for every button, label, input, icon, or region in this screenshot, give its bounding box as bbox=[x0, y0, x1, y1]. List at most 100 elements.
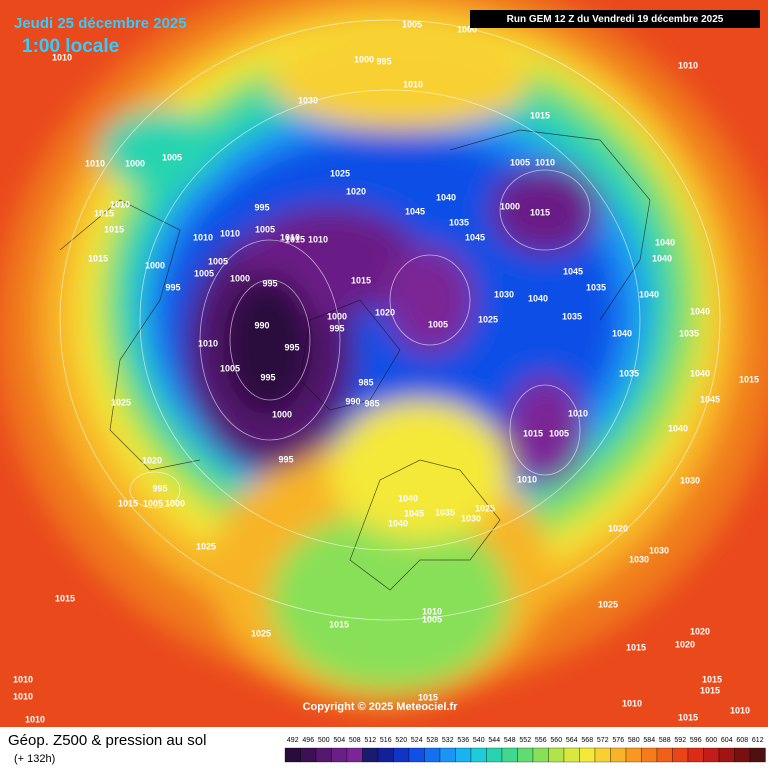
pressure-label: 1010 bbox=[568, 408, 588, 418]
pressure-label: 1005 bbox=[422, 614, 442, 624]
pressure-label: 1000 bbox=[125, 158, 145, 168]
scale-swatch bbox=[548, 747, 565, 763]
scale-swatch bbox=[346, 747, 363, 763]
pressure-label: 1005 bbox=[208, 256, 228, 266]
pressure-label: 1040 bbox=[655, 237, 675, 247]
pressure-label: 1010 bbox=[13, 674, 33, 684]
pressure-label: 1035 bbox=[562, 311, 582, 321]
pressure-label: 1025 bbox=[251, 628, 271, 638]
scale-swatch bbox=[672, 747, 689, 763]
scale-swatch bbox=[300, 747, 317, 763]
scale-swatch bbox=[610, 747, 627, 763]
pressure-label: 1020 bbox=[142, 455, 162, 465]
run-label: Run GEM 12 Z du Vendredi 19 décembre 202… bbox=[507, 14, 724, 25]
pressure-label: 1010 bbox=[25, 714, 45, 724]
pressure-label: 1010 bbox=[13, 691, 33, 701]
pressure-label: 1010 bbox=[198, 338, 218, 348]
scale-swatch bbox=[315, 747, 332, 763]
scale-swatch bbox=[408, 747, 425, 763]
pressure-label: 1005 bbox=[194, 268, 214, 278]
scale-swatch bbox=[331, 747, 348, 763]
scale-label: 492 bbox=[287, 737, 299, 744]
pressure-label: 1015 bbox=[285, 234, 305, 244]
pressure-label: 1000 bbox=[457, 24, 477, 34]
pressure-label: 1010 bbox=[220, 228, 240, 238]
pressure-label: 1040 bbox=[612, 328, 632, 338]
scale-label: 552 bbox=[519, 737, 531, 744]
pressure-label: 1010 bbox=[422, 606, 442, 616]
pressure-label: 1035 bbox=[586, 282, 606, 292]
pressure-label: 1000 bbox=[272, 409, 292, 419]
pressure-label: 1000 bbox=[165, 498, 185, 508]
run-box bbox=[470, 10, 760, 28]
scale-swatch bbox=[703, 747, 720, 763]
scale-label: 588 bbox=[659, 737, 671, 744]
pressure-label: 1015 bbox=[55, 593, 75, 603]
pressure-label: 1005 bbox=[255, 224, 275, 234]
scale-swatch bbox=[749, 747, 766, 763]
scale-swatch bbox=[455, 747, 472, 763]
pressure-label: 1040 bbox=[652, 253, 672, 263]
pressure-label: 1045 bbox=[404, 508, 424, 518]
pressure-label: 1045 bbox=[563, 266, 583, 276]
pressure-label: 995 bbox=[254, 202, 269, 212]
scale-swatch bbox=[517, 747, 534, 763]
pressure-label: 995 bbox=[329, 323, 344, 333]
pressure-label: 995 bbox=[262, 278, 277, 288]
pressure-label: 1000 bbox=[145, 260, 165, 270]
pressure-label: 995 bbox=[260, 372, 275, 382]
scale-label: 512 bbox=[364, 737, 376, 744]
scale-swatch bbox=[532, 747, 549, 763]
pressure-label: 1010 bbox=[110, 199, 130, 209]
scale-label: 576 bbox=[612, 737, 624, 744]
scale-label: 604 bbox=[721, 737, 733, 744]
scale-swatch bbox=[656, 747, 673, 763]
pressure-label: 1025 bbox=[196, 541, 216, 551]
pressure-label: 1010 bbox=[517, 474, 537, 484]
pressure-label: 985 bbox=[358, 377, 373, 387]
pressure-label: 1015 bbox=[739, 374, 759, 384]
pressure-label: 1020 bbox=[375, 307, 395, 317]
pressure-label: 1040 bbox=[528, 293, 548, 303]
scale-label: 592 bbox=[674, 737, 686, 744]
pressure-label: 1040 bbox=[398, 493, 418, 503]
pressure-label: 1005 bbox=[220, 363, 240, 373]
scale-label: 504 bbox=[333, 737, 345, 744]
scale-label: 540 bbox=[473, 737, 485, 744]
pressure-label: 990 bbox=[345, 396, 360, 406]
scale-swatch bbox=[362, 747, 379, 763]
scale-swatch bbox=[377, 747, 394, 763]
pressure-label: 1005 bbox=[510, 157, 530, 167]
isobars bbox=[59, 19, 721, 621]
pressure-label: 1040 bbox=[388, 518, 408, 528]
scale-label: 532 bbox=[442, 737, 454, 744]
scale-label: 516 bbox=[380, 737, 392, 744]
scale-label: 612 bbox=[752, 737, 764, 744]
pressure-label: 1000 bbox=[230, 273, 250, 283]
pressure-label: 1010 bbox=[193, 232, 213, 242]
pressure-label: 995 bbox=[284, 342, 299, 352]
pressure-label: 1010 bbox=[308, 234, 328, 244]
scale-swatch bbox=[439, 747, 456, 763]
scale-swatch bbox=[486, 747, 503, 763]
pressure-label: 1015 bbox=[104, 224, 124, 234]
pressure-label: 1015 bbox=[700, 685, 720, 695]
scale-swatch bbox=[393, 747, 410, 763]
scale-swatch bbox=[641, 747, 658, 763]
pressure-label: 1030 bbox=[494, 289, 514, 299]
footer-title: Géop. Z500 & pression au sol bbox=[8, 732, 206, 749]
pressure-label: 1040 bbox=[668, 423, 688, 433]
scale-label: 600 bbox=[705, 737, 717, 744]
pressure-label: 985 bbox=[364, 398, 379, 408]
pressure-label: 1015 bbox=[88, 253, 108, 263]
pressure-label: 1020 bbox=[608, 523, 628, 533]
pressure-label: 1020 bbox=[346, 186, 366, 196]
scale-label: 548 bbox=[504, 737, 516, 744]
pressure-label: 1025 bbox=[330, 168, 350, 178]
pressure-label: 1015 bbox=[530, 110, 550, 120]
scale-swatch bbox=[501, 747, 518, 763]
pressure-label: 1035 bbox=[679, 328, 699, 338]
